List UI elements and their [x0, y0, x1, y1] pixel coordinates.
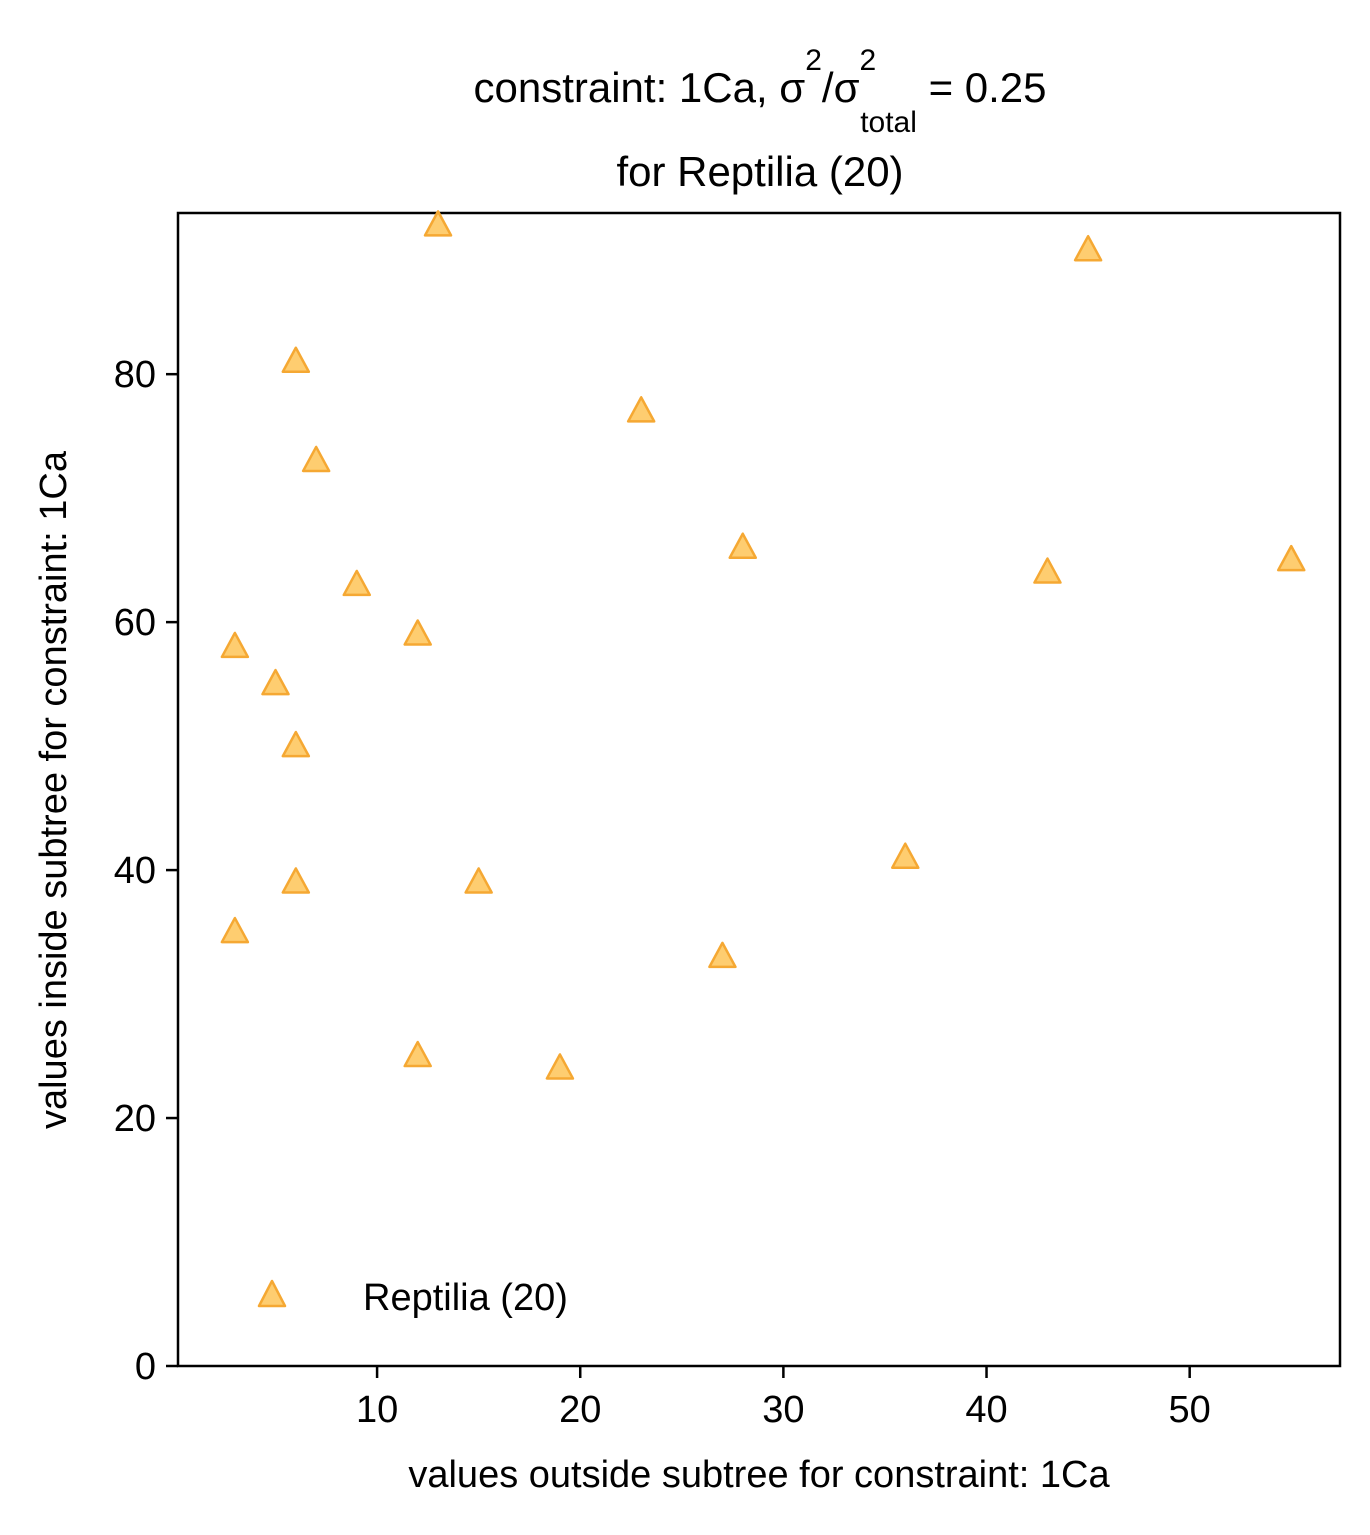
- title-prefix: constraint: 1Ca, σ: [473, 64, 805, 111]
- x-tick-label: 50: [1169, 1389, 1211, 1431]
- x-tick-label: 40: [965, 1389, 1007, 1431]
- legend-label: Reptilia (20): [363, 1277, 568, 1319]
- chart-title-line1: constraint: 1Ca, σ2/σ2 total = 0.25: [473, 44, 1046, 139]
- y-tick-label: 80: [114, 354, 156, 396]
- x-tick-label: 30: [762, 1389, 804, 1431]
- y-tick-label: 0: [135, 1346, 156, 1388]
- x-tick-label: 10: [356, 1389, 398, 1431]
- x-tick-label: 20: [559, 1389, 601, 1431]
- x-axis-label: values outside subtree for constraint: 1…: [408, 1454, 1110, 1496]
- title-sup-2: 2: [860, 44, 877, 77]
- y-tick-label: 20: [114, 1098, 156, 1140]
- chart-title-line2: for Reptilia (20): [616, 148, 903, 195]
- y-axis: 0 20 40 60 80: [114, 354, 178, 1388]
- title-slash: /σ: [822, 64, 860, 111]
- y-axis-label: values inside subtree for constraint: 1C…: [33, 450, 75, 1129]
- plot-area: [178, 213, 1340, 1366]
- title-sub: total: [860, 106, 917, 139]
- y-tick-label: 60: [114, 602, 156, 644]
- title-sup-1: 2: [805, 44, 822, 77]
- x-axis: 10 20 30 40 50: [356, 1366, 1211, 1431]
- y-tick-label: 40: [114, 850, 156, 892]
- title-suffix: = 0.25: [917, 64, 1047, 111]
